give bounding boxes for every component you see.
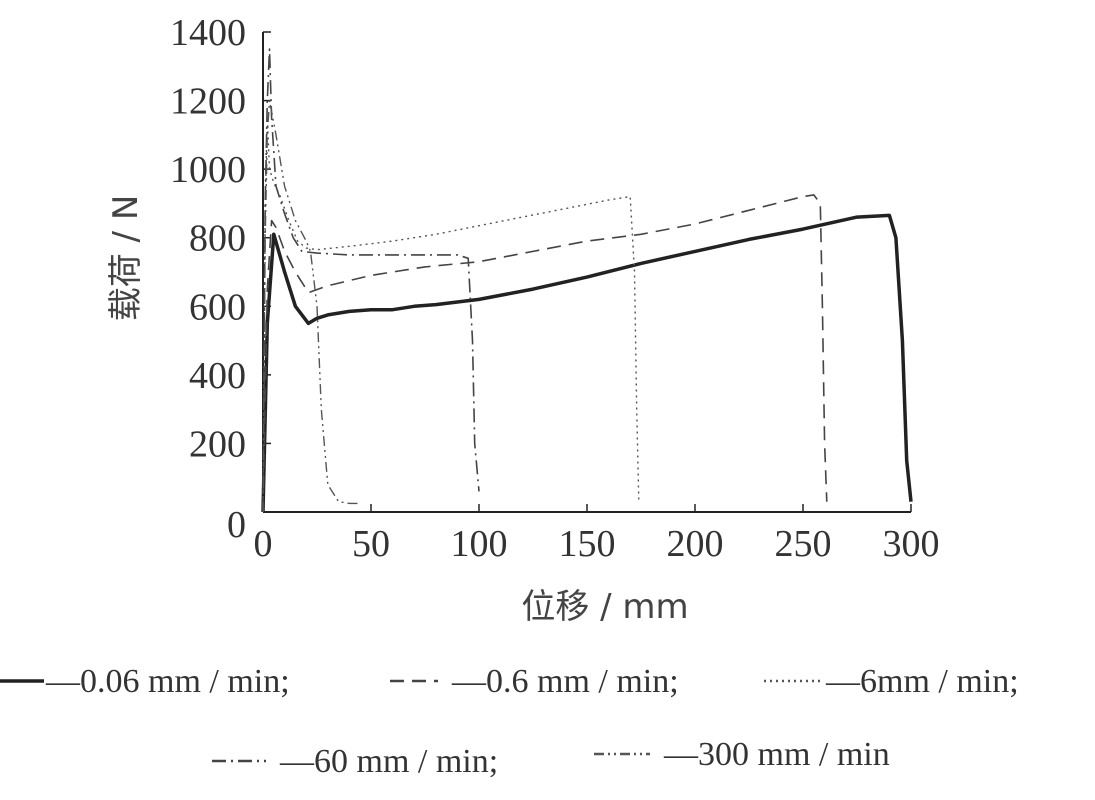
y-tick-label: 1200 [170,81,246,123]
series-line [262,194,828,513]
x-tick-label: 150 [559,523,616,565]
x-tick-label: 0 [254,523,273,565]
x-tick-label: 200 [667,523,724,565]
y-tick-label: 1000 [170,149,246,191]
legend-label: —300 mm / min [663,736,890,773]
y-tick-label: 0 [227,504,246,546]
x-ticks: 0 50 100 150 200 250 300 [254,504,940,565]
legend-label: —0.06 mm / min; [45,663,290,700]
x-tick-label: 300 [883,523,940,565]
x-tick-label: 50 [352,523,390,565]
x-axis-title: 位移 / mm [521,587,688,627]
x-tick-label: 250 [775,523,832,565]
series-lines [261,48,913,513]
y-tick-label: 800 [189,218,246,260]
series-line [261,213,913,513]
legend: —0.06 mm / min; —0.6 mm / min; —6mm / min;… [0,663,1019,780]
series-line [262,48,480,513]
legend-label: —60 mm / min; [279,743,498,780]
legend-label: —6mm / min; [825,663,1019,700]
y-tick-label: 200 [189,423,246,465]
series-line [262,99,361,513]
y-ticks: 0 200 400 600 800 1000 1200 1400 [170,12,271,546]
y-tick-label: 400 [189,355,246,397]
legend-label: —0.6 mm / min; [451,663,679,700]
y-tick-label: 1400 [170,12,246,54]
y-tick-label: 600 [189,286,246,328]
plot-area: 0 50 100 150 200 250 300 0 200 400 600 800 1000 1200… [170,12,940,565]
y-axis-title: 载荷 / N [106,195,146,322]
series-line [262,116,640,513]
x-tick-label: 100 [451,523,508,565]
